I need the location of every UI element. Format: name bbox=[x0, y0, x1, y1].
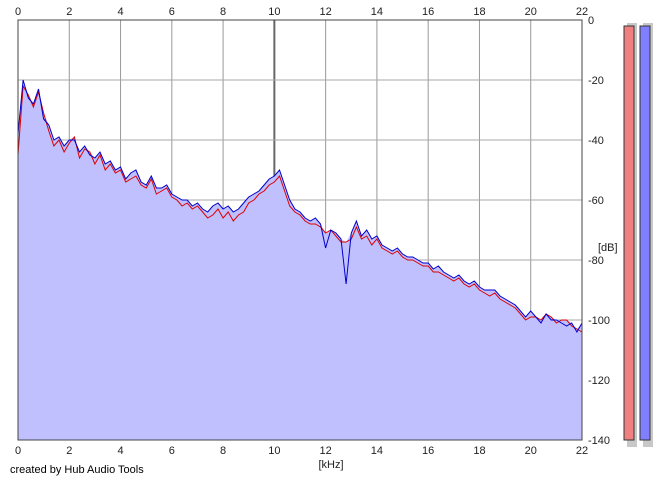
x-tick-label-top: 2 bbox=[66, 6, 72, 18]
x-tick-label-top: 16 bbox=[422, 6, 434, 18]
x-axis-bottom: 0 2 4 6 8 10 12 14 16 18 20 22 bbox=[15, 445, 588, 457]
x-tick-label-bottom: 6 bbox=[169, 445, 175, 457]
spectrum-line-right bbox=[17, 79, 583, 334]
x-tick-label-top: 4 bbox=[117, 6, 123, 18]
plot-frame bbox=[17, 19, 583, 441]
x-tick-label-top: 0 bbox=[15, 6, 21, 18]
x-tick-label-bottom: 4 bbox=[117, 445, 123, 457]
y-tick-label: -20 bbox=[588, 75, 604, 87]
y-tick-label: 0 bbox=[588, 15, 594, 27]
x-tick-label-top: 22 bbox=[576, 6, 588, 18]
x-tick-label-bottom: 10 bbox=[268, 445, 280, 457]
x-tick-label-bottom: 22 bbox=[576, 445, 588, 457]
x-tick-label-top: 12 bbox=[320, 6, 332, 18]
x-axis-top: 0 2 4 6 8 10 12 14 16 18 20 22 bbox=[15, 6, 588, 18]
credit-text: created by Hub Audio Tools bbox=[10, 464, 144, 476]
spectrum-fill-area bbox=[18, 80, 582, 440]
x-tick-label-top: 6 bbox=[169, 6, 175, 18]
y-tick-label: -120 bbox=[588, 375, 610, 387]
x-tick-label-bottom: 0 bbox=[15, 445, 21, 457]
x-tick-label-top: 20 bbox=[525, 6, 537, 18]
x-tick-label-bottom: 16 bbox=[422, 445, 434, 457]
x-axis-label: [kHz] bbox=[318, 459, 343, 471]
y-axis-label: [dB] bbox=[598, 242, 618, 254]
x-tick-label-top: 8 bbox=[220, 6, 226, 18]
y-tick-label: -100 bbox=[588, 315, 610, 327]
x-tick-label-bottom: 18 bbox=[473, 445, 485, 457]
x-tick-label-top: 10 bbox=[268, 6, 280, 18]
y-tick-label: -140 bbox=[588, 435, 610, 447]
x-tick-label-bottom: 14 bbox=[371, 445, 383, 457]
level-meters bbox=[623, 23, 653, 447]
spectrum-line-left bbox=[17, 84, 583, 333]
x-tick-label-bottom: 20 bbox=[525, 445, 537, 457]
y-tick-label: -80 bbox=[588, 255, 604, 267]
y-tick-label: -40 bbox=[588, 135, 604, 147]
x-tick-label-top: 14 bbox=[371, 6, 383, 18]
level-meter-right bbox=[639, 25, 651, 441]
x-tick-label-bottom: 8 bbox=[220, 445, 226, 457]
y-axis-right: 0 -20 -40 -60 -80 -100 -120 -140 bbox=[588, 15, 610, 447]
y-tick-label: -60 bbox=[588, 195, 604, 207]
level-meter-left bbox=[623, 25, 635, 441]
x-tick-label-top: 18 bbox=[473, 6, 485, 18]
x-tick-label-bottom: 12 bbox=[320, 445, 332, 457]
x-tick-label-bottom: 2 bbox=[66, 445, 72, 457]
